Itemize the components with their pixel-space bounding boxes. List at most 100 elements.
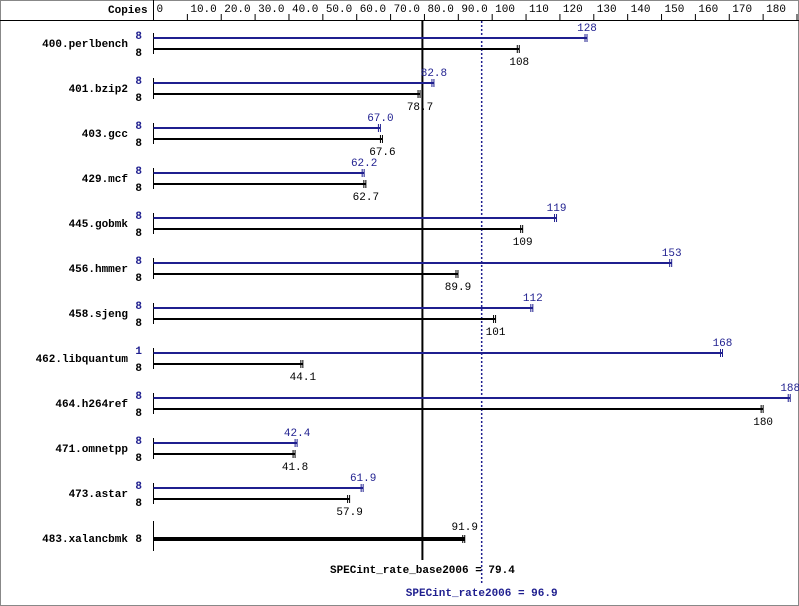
x-tick-label: 110 bbox=[529, 4, 549, 16]
bar bbox=[153, 183, 366, 185]
copies-label: 8 bbox=[135, 121, 142, 133]
copies-label: 8 bbox=[135, 436, 142, 448]
category-label: 462.libquantum bbox=[36, 354, 129, 366]
value-label: 101 bbox=[486, 327, 506, 339]
bar bbox=[153, 82, 434, 84]
copies-label: 8 bbox=[135, 318, 142, 330]
x-tick-label: 50.0 bbox=[326, 4, 352, 16]
x-tick-label: 140 bbox=[631, 4, 651, 16]
value-label: 42.4 bbox=[284, 428, 311, 440]
value-label: 62.2 bbox=[351, 158, 377, 170]
category-label: 464.h264ref bbox=[55, 399, 128, 411]
bar bbox=[153, 273, 458, 275]
bar bbox=[153, 48, 520, 50]
copies-label: 8 bbox=[135, 408, 142, 420]
category-label: 429.mcf bbox=[82, 174, 129, 186]
copies-label: 8 bbox=[135, 273, 142, 285]
copies-label: 8 bbox=[135, 534, 142, 546]
x-tick-label: 70.0 bbox=[394, 4, 420, 16]
bar bbox=[153, 408, 764, 410]
category-label: 401.bzip2 bbox=[69, 84, 128, 96]
value-label: 89.9 bbox=[445, 282, 471, 294]
value-label: 112 bbox=[523, 293, 543, 305]
value-label: 91.9 bbox=[452, 522, 478, 534]
x-tick-label: 40.0 bbox=[292, 4, 318, 16]
category-label: 473.astar bbox=[69, 489, 128, 501]
x-tick-label: 60.0 bbox=[360, 4, 386, 16]
copies-label: 8 bbox=[135, 363, 142, 375]
bar bbox=[153, 37, 588, 39]
bar bbox=[153, 487, 364, 489]
copies-label: 8 bbox=[135, 481, 142, 493]
copies-label: 8 bbox=[135, 31, 142, 43]
bar bbox=[153, 453, 296, 455]
reference-label: SPECint_rate2006 = 96.9 bbox=[406, 588, 558, 600]
copies-label: 8 bbox=[135, 391, 142, 403]
x-tick-label: 160 bbox=[698, 4, 718, 16]
value-label: 188 bbox=[780, 383, 799, 395]
reference-label: SPECint_rate_base2006 = 79.4 bbox=[330, 565, 515, 577]
bar bbox=[153, 318, 496, 320]
x-tick-label: 170 bbox=[732, 4, 752, 16]
value-label: 109 bbox=[513, 237, 533, 249]
bar bbox=[153, 127, 381, 129]
category-label: 403.gcc bbox=[82, 129, 128, 141]
copies-label: 8 bbox=[135, 498, 142, 510]
copies-label: 1 bbox=[135, 346, 142, 358]
x-tick-label: 80.0 bbox=[427, 4, 453, 16]
value-label: 67.6 bbox=[369, 147, 395, 159]
bar bbox=[153, 138, 383, 140]
copies-label: 8 bbox=[135, 301, 142, 313]
value-label: 44.1 bbox=[290, 372, 317, 384]
bar bbox=[153, 262, 672, 264]
category-label: 483.xalancbmk bbox=[42, 534, 128, 546]
copies-label: 8 bbox=[135, 183, 142, 195]
category-label: 458.sjeng bbox=[69, 309, 128, 321]
value-label: 82.8 bbox=[421, 68, 447, 80]
bar bbox=[153, 352, 723, 354]
bar bbox=[153, 537, 465, 541]
copies-label: 8 bbox=[135, 138, 142, 150]
copies-label: 8 bbox=[135, 48, 142, 60]
value-label: 62.7 bbox=[353, 192, 379, 204]
value-label: 67.0 bbox=[367, 113, 393, 125]
x-tick-label: 30.0 bbox=[258, 4, 284, 16]
category-label: 445.gobmk bbox=[69, 219, 129, 231]
x-tick-label: 180 bbox=[766, 4, 786, 16]
bar bbox=[153, 442, 298, 444]
x-tick-label: 20.0 bbox=[224, 4, 250, 16]
value-label: 78.7 bbox=[407, 102, 433, 114]
copies-label: 8 bbox=[135, 166, 142, 178]
category-label: 400.perlbench bbox=[42, 39, 128, 51]
value-label: 119 bbox=[547, 203, 567, 215]
x-tick-label: 10.0 bbox=[190, 4, 216, 16]
copies-label: 8 bbox=[135, 228, 142, 240]
bar bbox=[153, 172, 365, 174]
x-tick-label: 0 bbox=[157, 4, 164, 16]
copies-label: 8 bbox=[135, 211, 142, 223]
value-label: 108 bbox=[509, 57, 529, 69]
bar bbox=[153, 217, 557, 219]
x-tick-label: 120 bbox=[563, 4, 583, 16]
x-tick-label: 100 bbox=[495, 4, 515, 16]
bar bbox=[153, 93, 421, 95]
copies-label: 8 bbox=[135, 453, 142, 465]
value-label: 128 bbox=[577, 23, 597, 35]
value-label: 180 bbox=[753, 417, 773, 429]
copies-label: 8 bbox=[135, 93, 142, 105]
bar bbox=[153, 363, 303, 365]
value-label: 61.9 bbox=[350, 473, 376, 485]
value-label: 57.9 bbox=[336, 507, 362, 519]
copies-header: Copies bbox=[108, 5, 148, 17]
bar bbox=[153, 498, 350, 500]
x-tick-label: 90.0 bbox=[461, 4, 487, 16]
value-label: 41.8 bbox=[282, 462, 308, 474]
copies-label: 8 bbox=[135, 256, 142, 268]
category-label: 471.omnetpp bbox=[55, 444, 128, 456]
value-label: 153 bbox=[662, 248, 682, 260]
x-tick-label: 130 bbox=[597, 4, 617, 16]
value-label: 168 bbox=[713, 338, 733, 350]
bar bbox=[153, 228, 523, 230]
